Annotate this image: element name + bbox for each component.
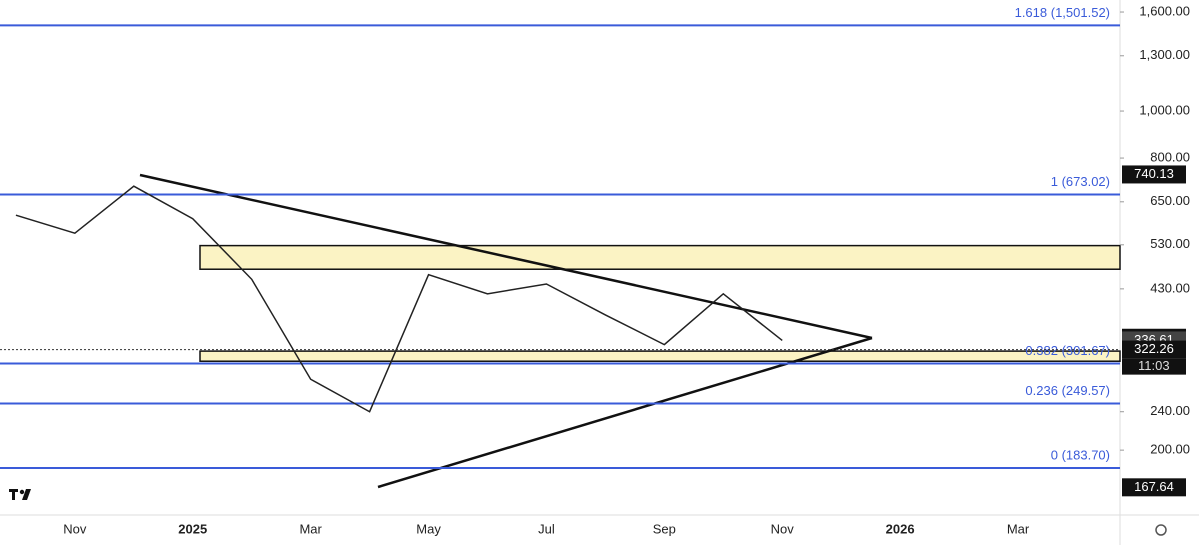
price-line	[15, 185, 783, 413]
y-tick-label: 240.00	[1150, 403, 1190, 418]
price-label: 322.26	[1134, 341, 1174, 356]
price-label: 167.64	[1134, 479, 1174, 494]
fib-label: 0.382 (301.67)	[1025, 343, 1110, 358]
y-tick-label: 430.00	[1150, 280, 1190, 295]
y-tick-label: 1,600.00	[1139, 3, 1190, 18]
x-tick-label: Mar	[299, 521, 322, 536]
y-tick-label: 800.00	[1150, 150, 1190, 165]
price-label: 740.13	[1134, 166, 1174, 181]
x-tick-label: Sep	[653, 521, 676, 536]
x-tick-label: May	[416, 521, 441, 536]
countdown-box	[1122, 358, 1186, 375]
fib-label: 0 (183.70)	[1051, 447, 1110, 462]
x-tick-label: 2025	[178, 521, 207, 536]
y-tick-label: 530.00	[1150, 236, 1190, 251]
trendline	[139, 173, 873, 340]
x-tick-label: Mar	[1007, 521, 1030, 536]
x-tick-label: Nov	[63, 521, 87, 536]
fib-label: 0.236 (249.57)	[1025, 383, 1110, 398]
zone	[199, 244, 1121, 270]
x-tick-label: Jul	[538, 521, 555, 536]
price-label-box	[1122, 165, 1186, 184]
fib-label: 1 (673.02)	[1051, 174, 1110, 189]
logo	[9, 489, 31, 500]
y-tick-label: 200.00	[1150, 442, 1190, 457]
countdown: 11:03	[1138, 358, 1170, 373]
zone	[199, 350, 1121, 362]
price-label-box	[1122, 340, 1186, 359]
price-label-box	[1122, 478, 1186, 497]
y-tick-label: 650.00	[1150, 193, 1190, 208]
y-tick-label: 1,300.00	[1139, 47, 1190, 62]
x-tick-label: Nov	[771, 521, 795, 536]
y-tick-label: 1,000.00	[1139, 102, 1190, 117]
x-tick-label: 2026	[886, 521, 915, 536]
fib-label: 1.618 (1,501.52)	[1015, 5, 1110, 20]
settings-icon[interactable]	[1155, 524, 1167, 536]
